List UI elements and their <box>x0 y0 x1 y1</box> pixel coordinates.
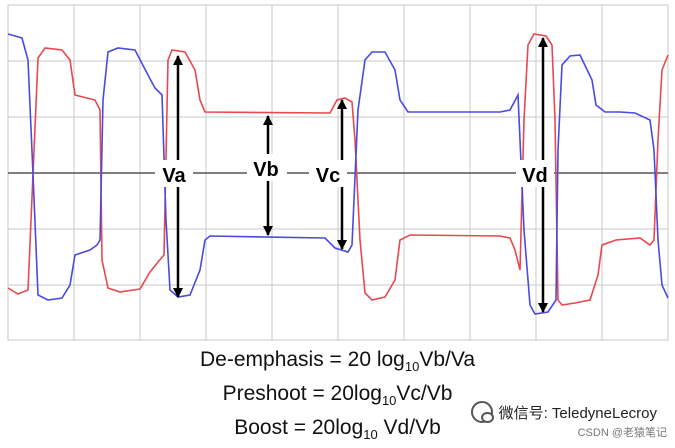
label-vc: Vc <box>316 165 340 187</box>
blue-trace <box>7 33 669 315</box>
label-vb: Vb <box>253 159 279 181</box>
red-trace <box>7 33 669 306</box>
preshoot-formula: Preshoot = 20log10Vc/Vb <box>222 382 453 408</box>
waveform-diagram: Va Vb Vc Vd <box>7 4 669 341</box>
csdn-watermark: CSDN @老猿笔记 <box>577 427 667 439</box>
wechat-icon <box>470 401 494 423</box>
label-vd: Vd <box>522 165 548 187</box>
deemphasis-formula: De-emphasis = 20 log10Vb/Va <box>200 348 475 374</box>
formula-block: De-emphasis = 20 log10Vb/Va Preshoot = 2… <box>0 346 675 448</box>
boost-formula: Boost = 20log10 Vd/Vb <box>234 416 441 442</box>
wechat-watermark: 微信号: TeledyneLecroy <box>470 401 657 423</box>
label-va: Va <box>162 165 186 187</box>
